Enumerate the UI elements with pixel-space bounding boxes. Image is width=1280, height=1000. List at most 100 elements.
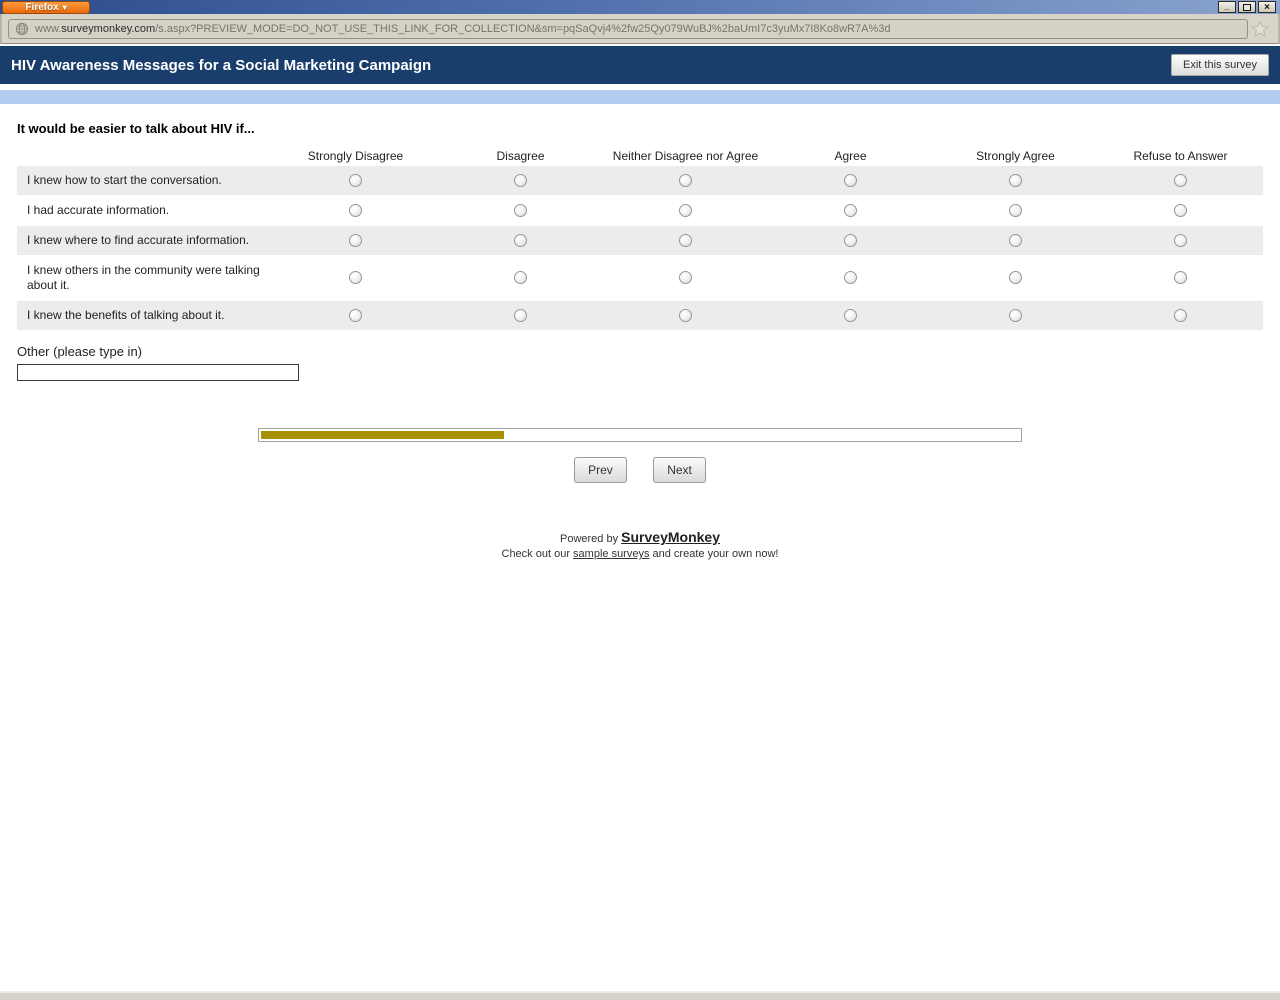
- matrix-radio[interactable]: [349, 233, 362, 247]
- matrix-header-row: Strongly Disagree Disagree Neither Disagre…: [17, 146, 1263, 165]
- browser-titlebar: Firefox ▾ _ ×: [0, 0, 1280, 14]
- matrix-radio-cell: [273, 256, 438, 300]
- matrix-radio[interactable]: [1174, 271, 1187, 285]
- matrix-radio[interactable]: [1009, 203, 1022, 217]
- bookmark-star-button[interactable]: [1248, 20, 1272, 38]
- matrix-radio[interactable]: [1174, 173, 1187, 187]
- matrix-radio[interactable]: [679, 233, 692, 247]
- matrix-column-header: Refuse to Answer: [1133, 149, 1228, 163]
- matrix-radio[interactable]: [844, 271, 857, 285]
- matrix-radio[interactable]: [514, 203, 527, 217]
- matrix-radio-cell: [768, 196, 933, 225]
- exit-survey-button[interactable]: Exit this survey: [1171, 54, 1269, 76]
- matrix-radio-cell: [768, 301, 933, 330]
- matrix-radio-cell: [603, 196, 768, 225]
- navigation-buttons: Prev Next: [17, 457, 1263, 483]
- matrix-radio-cell: [603, 166, 768, 195]
- matrix-radio[interactable]: [514, 308, 527, 322]
- other-label: Other (please type in): [17, 344, 143, 359]
- matrix-radio[interactable]: [1009, 233, 1022, 247]
- matrix-row-label: I knew the benefits of talking about it.: [17, 301, 273, 330]
- matrix-radio-cell: [933, 256, 1098, 300]
- matrix-radio-cell: [438, 256, 603, 300]
- matrix-row: I knew the benefits of talking about it.: [17, 301, 1263, 330]
- matrix-row-label: I knew where to find accurate informatio…: [17, 226, 273, 255]
- browser-toolbar: www.surveymonkey.com/s.aspx?PREVIEW_MODE…: [0, 14, 1280, 44]
- matrix-row: I knew where to find accurate informatio…: [17, 226, 1263, 255]
- prev-button[interactable]: Prev: [574, 457, 627, 483]
- firefox-menu-button[interactable]: Firefox ▾: [2, 1, 90, 14]
- progress-bar-fill: [261, 431, 504, 439]
- star-icon: [1251, 20, 1269, 38]
- matrix-radio[interactable]: [349, 203, 362, 217]
- matrix-radio-cell: [273, 196, 438, 225]
- matrix-radio[interactable]: [349, 173, 362, 187]
- matrix-column-header: Strongly Disagree: [307, 149, 404, 163]
- matrix-row-label: I knew how to start the conversation.: [17, 166, 273, 195]
- matrix-radio-cell: [933, 226, 1098, 255]
- next-button[interactable]: Next: [653, 457, 706, 483]
- firefox-menu-label: Firefox: [25, 2, 59, 13]
- tagline-prefix: Check out our: [501, 548, 574, 560]
- matrix-radio-cell: [933, 196, 1098, 225]
- matrix-radio[interactable]: [514, 173, 527, 187]
- matrix-radio[interactable]: [679, 308, 692, 322]
- matrix-radio-cell: [438, 196, 603, 225]
- matrix-radio[interactable]: [514, 271, 527, 285]
- url-bar[interactable]: www.surveymonkey.com/s.aspx?PREVIEW_MODE…: [8, 18, 1248, 39]
- survey-title: HIV Awareness Messages for a Social Mark…: [11, 56, 432, 74]
- survey-content: It would be easier to talk about HIV if.…: [0, 121, 1280, 560]
- matrix-question-table: Strongly Disagree Disagree Neither Disagre…: [17, 145, 1263, 331]
- sample-surveys-link[interactable]: sample surveys: [573, 548, 650, 560]
- matrix-column-header: Strongly Agree: [976, 149, 1055, 163]
- matrix-radio-cell: [438, 226, 603, 255]
- matrix-radio[interactable]: [1174, 308, 1187, 322]
- matrix-radio[interactable]: [349, 308, 362, 322]
- powered-by-line: Powered by SurveyMonkey: [17, 529, 1263, 545]
- matrix-radio[interactable]: [1009, 271, 1022, 285]
- matrix-radio-cell: [603, 226, 768, 255]
- matrix-radio[interactable]: [844, 203, 857, 217]
- matrix-radio-cell: [933, 166, 1098, 195]
- close-button[interactable]: ×: [1258, 1, 1276, 13]
- matrix-body: I knew how to start the conversation. I h…: [17, 166, 1263, 330]
- matrix-radio[interactable]: [844, 173, 857, 187]
- url-text: www.surveymonkey.com/s.aspx?PREVIEW_MODE…: [35, 22, 891, 35]
- progress-bar: [258, 428, 1022, 442]
- globe-icon: [15, 22, 29, 36]
- matrix-radio[interactable]: [349, 271, 362, 285]
- matrix-radio-cell: [273, 301, 438, 330]
- tagline-suffix: and create your own now!: [649, 548, 779, 560]
- status-bar: [0, 991, 1280, 1000]
- matrix-column-header: Agree: [834, 149, 867, 163]
- matrix-radio-cell: [603, 256, 768, 300]
- matrix-radio-cell: [1098, 166, 1263, 195]
- matrix-radio[interactable]: [1174, 233, 1187, 247]
- matrix-radio[interactable]: [679, 271, 692, 285]
- matrix-radio[interactable]: [1174, 203, 1187, 217]
- matrix-radio[interactable]: [844, 233, 857, 247]
- matrix-radio[interactable]: [679, 173, 692, 187]
- matrix-radio[interactable]: [1009, 173, 1022, 187]
- matrix-radio-cell: [273, 226, 438, 255]
- matrix-radio-cell: [273, 166, 438, 195]
- minimize-button[interactable]: _: [1218, 1, 1236, 13]
- matrix-row-label: I knew others in the community were talk…: [17, 256, 273, 300]
- restore-button[interactable]: [1238, 1, 1256, 13]
- chevron-down-icon: ▾: [62, 3, 67, 12]
- other-text-input[interactable]: [17, 364, 299, 381]
- survey-header: HIV Awareness Messages for a Social Mark…: [0, 46, 1280, 84]
- minimize-icon: _: [1224, 1, 1230, 11]
- matrix-radio[interactable]: [514, 233, 527, 247]
- matrix-corner-cell: [17, 146, 273, 165]
- surveymonkey-link[interactable]: SurveyMonkey: [621, 529, 720, 545]
- matrix-radio-cell: [1098, 256, 1263, 300]
- matrix-radio[interactable]: [844, 308, 857, 322]
- url-domain: surveymonkey.com: [61, 22, 156, 35]
- question-title: It would be easier to talk about HIV if.…: [17, 121, 255, 136]
- matrix-row: I knew how to start the conversation.: [17, 166, 1263, 195]
- matrix-radio[interactable]: [679, 203, 692, 217]
- matrix-radio[interactable]: [1009, 308, 1022, 322]
- matrix-row: I knew others in the community were talk…: [17, 256, 1263, 300]
- matrix-column-header: Disagree: [496, 149, 545, 163]
